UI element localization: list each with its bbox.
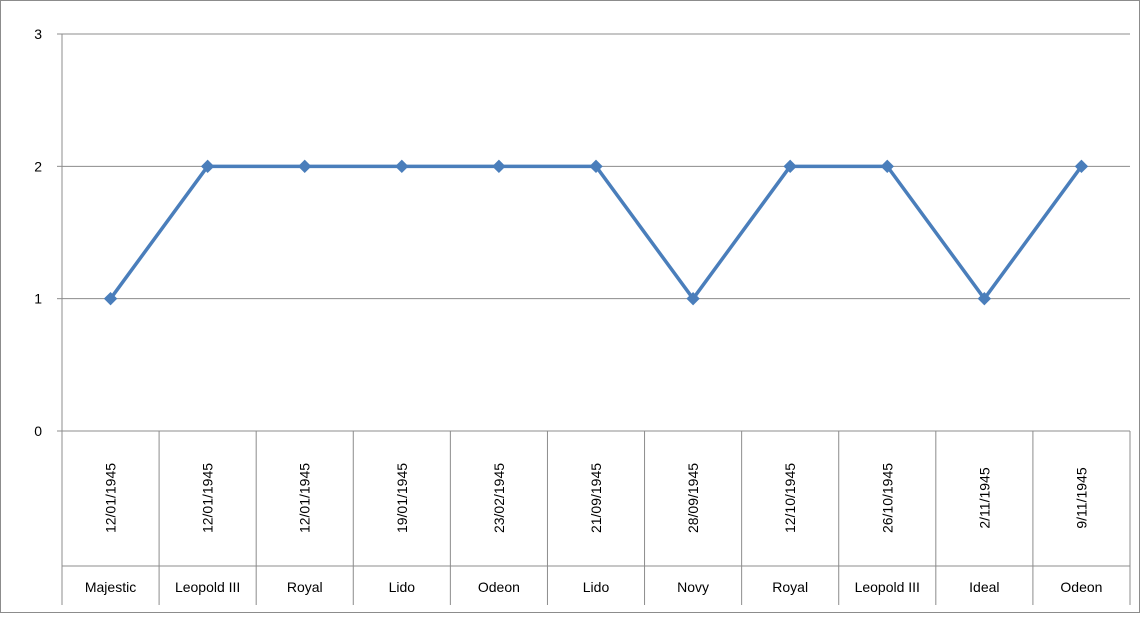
x-category-date-label: 19/01/1945 [394, 463, 410, 533]
data-point-marker [395, 159, 409, 174]
x-category-date-label: 12/10/1945 [782, 463, 798, 533]
series-markers [103, 159, 1089, 306]
x-axis-category-table: 12/01/1945 Majestic 12/01/1945 Leopold III 1… [61, 431, 1131, 605]
x-category-date-label: 12/01/1945 [103, 463, 119, 533]
data-point-marker [103, 291, 118, 306]
x-category-date-label: 9/11/1945 [1073, 467, 1089, 528]
x-category-venue-label: Odeon [1060, 579, 1102, 595]
y-tick-label: 3 [34, 26, 42, 42]
data-point-marker [492, 159, 506, 174]
data-point-marker [880, 159, 894, 174]
x-category-date-label: 28/09/1945 [685, 463, 701, 533]
data-point-marker [200, 159, 215, 174]
x-category-venue-label: Ideal [969, 579, 999, 595]
y-tick-label: 1 [34, 291, 42, 307]
data-point-marker [783, 159, 797, 174]
x-category-date-label: 23/02/1945 [491, 463, 507, 533]
x-category-venue-label: Leopold III [175, 579, 240, 595]
x-category-venue-label: Lido [583, 579, 610, 595]
x-category-venue-label: Majestic [85, 579, 136, 595]
data-point-marker [298, 159, 312, 174]
data-point-marker [977, 291, 992, 306]
x-category-date-label: 12/01/1945 [200, 463, 216, 533]
data-point-marker [686, 291, 700, 306]
x-category-venue-label: Royal [772, 579, 808, 595]
y-tick-label: 2 [34, 158, 42, 174]
x-category-date-label: 26/10/1945 [879, 463, 895, 533]
x-category-venue-label: Odeon [478, 579, 520, 595]
data-point-marker [1074, 159, 1089, 174]
y-tick-label: 0 [34, 423, 42, 439]
y-axis-tick-labels: 0 1 2 3 [34, 26, 42, 439]
x-category-venue-label: Lido [389, 579, 416, 595]
axes [57, 33, 1130, 432]
x-category-venue-label: Royal [287, 579, 323, 595]
x-category-venue-label: Novy [677, 579, 709, 595]
data-point-marker [589, 159, 603, 174]
x-category-venue-label: Leopold III [855, 579, 920, 595]
x-category-date-label: 2/11/1945 [976, 467, 992, 528]
x-category-date-label: 21/09/1945 [588, 463, 604, 533]
x-category-date-label: 12/01/1945 [297, 463, 313, 533]
